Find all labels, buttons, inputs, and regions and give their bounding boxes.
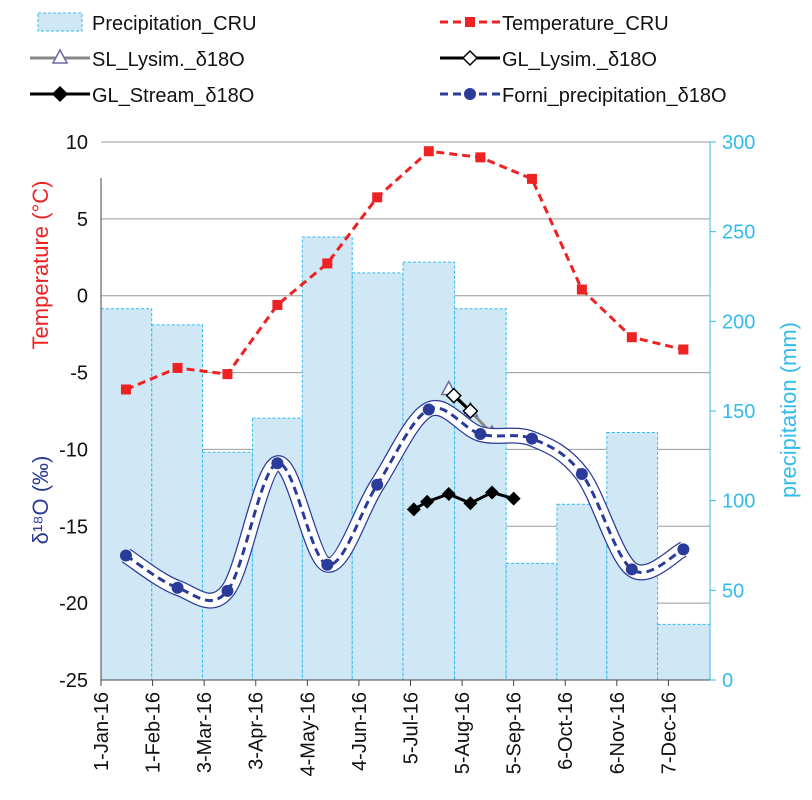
marker [678, 344, 689, 355]
y-tick-label: -15 [59, 516, 88, 538]
marker [272, 299, 283, 310]
axes: -25-20-15-10-505100501001502002503001-Ja… [59, 132, 755, 776]
legend-label: Temperature_CRU [502, 13, 669, 35]
y2-tick-label: 300 [722, 132, 755, 154]
y-tick-label: 10 [66, 132, 88, 154]
legend: Precipitation_CRU Temperature_CRU SL_Lysim… [30, 12, 727, 107]
lines [119, 146, 690, 609]
legend-marker [51, 85, 69, 103]
marker [525, 432, 538, 445]
x-tick-label: 3-Mar-16 [194, 692, 216, 773]
marker [475, 152, 486, 163]
marker [506, 491, 521, 506]
legend-label: Forni_precipitation_δ18O [502, 85, 727, 107]
x-tick-label: 3-Apr-16 [246, 692, 268, 770]
y-tick-label: 0 [77, 286, 88, 308]
x-tick-label: 5-Jul-16 [400, 692, 422, 764]
y2-tick-label: 150 [722, 401, 755, 423]
x-tick-label: 5-Aug-16 [452, 692, 474, 774]
bars [100, 236, 711, 681]
marker [406, 502, 421, 517]
x-tick-label: 1-Jan-16 [91, 692, 113, 771]
x-tick-label: 7-Dec-16 [658, 692, 680, 774]
y-tick-label: -5 [70, 363, 88, 385]
y2-tick-label: 50 [722, 580, 744, 602]
marker [321, 558, 334, 571]
marker [626, 332, 637, 343]
legend-marker [51, 48, 69, 64]
y-tick-label: -20 [59, 593, 88, 615]
y-tick-label: 5 [77, 209, 88, 231]
marker [485, 485, 500, 500]
marker [625, 563, 638, 576]
marker [576, 284, 587, 295]
marker [423, 146, 434, 157]
x-tick-label: 4-May-16 [297, 692, 319, 776]
marker [222, 369, 233, 380]
legend-label: GL_Stream_δ18O [92, 85, 254, 107]
bar [657, 623, 711, 681]
y-axis-label: Temperature (°C) [28, 181, 53, 350]
marker [221, 584, 234, 597]
marker [120, 384, 131, 395]
legend-marker [464, 88, 476, 100]
marker [474, 428, 487, 441]
marker [372, 192, 383, 203]
bar [301, 236, 353, 681]
marker [462, 402, 479, 420]
series-line [125, 149, 684, 391]
marker [119, 549, 132, 562]
legend-label: Precipitation_CRU [92, 13, 257, 35]
marker [171, 581, 184, 594]
legend-swatch [37, 12, 83, 32]
bar [100, 308, 153, 681]
y2-tick-label: 250 [722, 222, 755, 244]
x-tick-label: 1-Feb-16 [143, 692, 165, 773]
marker [441, 487, 456, 502]
legend-marker [461, 49, 479, 67]
marker [172, 362, 183, 373]
y2-tick-label: 200 [722, 311, 755, 333]
y-tick-label: -25 [59, 670, 88, 692]
marker [445, 387, 462, 404]
y2-tick-label: 100 [722, 491, 755, 513]
bar [402, 261, 456, 681]
y-axis-label-2: δ¹⁸O (‰) [28, 456, 53, 545]
y2-tick-label: 0 [722, 670, 733, 692]
bar [556, 503, 608, 681]
marker [420, 494, 435, 509]
x-tick-label: 6-Oct-16 [555, 692, 577, 770]
bar [505, 562, 558, 681]
y2-axis-label: precipitation (mm) [776, 322, 801, 498]
marker [422, 403, 435, 416]
legend-label: GL_Lysim._δ18O [502, 49, 657, 71]
x-tick-label: 6-Nov-16 [607, 692, 629, 774]
legend-marker [465, 17, 475, 27]
marker [371, 478, 384, 491]
x-tick-label: 5-Sep-16 [504, 692, 526, 774]
marker [677, 543, 690, 556]
marker [575, 468, 588, 481]
series-line [125, 406, 685, 603]
x-tick-label: 4-Jun-16 [349, 692, 371, 771]
bar [151, 324, 203, 681]
marker [271, 457, 284, 470]
legend-label: SL_Lysim._δ18O [92, 49, 245, 71]
marker [322, 258, 333, 269]
y-tick-label: -10 [59, 439, 88, 461]
marker [463, 496, 478, 511]
marker [526, 173, 537, 184]
